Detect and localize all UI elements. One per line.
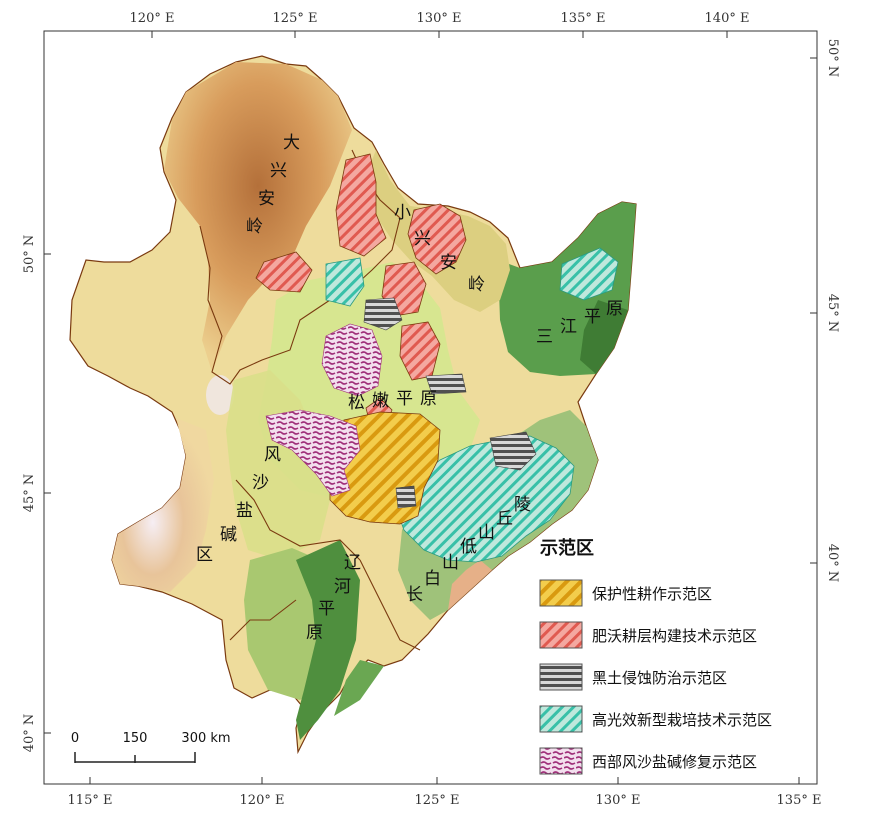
svg-text:盐: 盐 — [236, 501, 253, 521]
lon-label: 120° E — [240, 793, 285, 808]
feng-sha-yan-jian-qu-label: 风 沙 盐 碱 区 — [196, 445, 281, 565]
scale-label: 0 — [71, 731, 79, 746]
svg-text:低: 低 — [460, 537, 477, 557]
song-nen-ping-yuan-label: 松 嫩 平 原 — [348, 389, 437, 413]
legend-title: 示范区 — [540, 537, 594, 559]
lat-label: 45° N — [825, 294, 840, 333]
lat-label: 45° N — [22, 474, 37, 513]
svg-text:兴: 兴 — [270, 161, 287, 181]
legend: 示范区 保护性耕作示范区 肥沃耕层构建技术示范区 黑土侵蚀防治示范区 高光效新型… — [539, 537, 772, 775]
svg-text:原: 原 — [606, 299, 623, 319]
svg-text:原: 原 — [306, 623, 323, 643]
svg-text:碱: 碱 — [220, 525, 237, 545]
svg-text:安: 安 — [440, 253, 457, 273]
black-soil-erosion-zones — [363, 297, 537, 509]
scale-bar: 0 150 300 km — [71, 731, 231, 763]
da-xing-an-ling-label: 大 兴 安 岭 — [246, 133, 300, 237]
lon-label: 140° E — [705, 11, 750, 26]
svg-text:山: 山 — [478, 523, 495, 543]
svg-text:三: 三 — [536, 327, 553, 347]
legend-label: 西部风沙盐碱修复示范区 — [592, 753, 757, 771]
left-latitude-labels: 50° N 45° N 40° N — [22, 235, 37, 753]
svg-text:安: 安 — [258, 189, 275, 209]
lon-label: 130° E — [417, 11, 462, 26]
top-longitude-labels: 120° E 125° E 130° E 135° E 140° E — [130, 11, 750, 26]
svg-text:兴: 兴 — [414, 229, 431, 249]
svg-text:原: 原 — [420, 389, 437, 409]
legend-item-fertile: 肥沃耕层构建技术示范区 — [539, 621, 757, 649]
svg-text:松: 松 — [348, 393, 365, 413]
lon-label: 125° E — [273, 11, 318, 26]
svg-text:江: 江 — [560, 317, 577, 337]
svg-text:陵: 陵 — [514, 495, 531, 515]
svg-text:岭: 岭 — [246, 217, 263, 237]
svg-text:风: 风 — [264, 445, 281, 465]
scale-label: 150 — [123, 731, 148, 746]
legend-label: 黑土侵蚀防治示范区 — [592, 669, 727, 687]
svg-text:小: 小 — [394, 203, 411, 223]
lon-label: 135° E — [561, 11, 606, 26]
fertile-topsoil-zones — [255, 153, 467, 425]
legend-item-western: 西部风沙盐碱修复示范区 — [539, 747, 757, 775]
high-light-efficiency-zones — [325, 247, 619, 563]
right-latitude-labels: 50° N 45° N 40° N — [825, 39, 840, 583]
liao-he-ping-yuan-label: 辽 河 平 原 — [306, 553, 361, 643]
svg-text:辽: 辽 — [344, 553, 361, 573]
legend-item-highlight: 高光效新型栽培技术示范区 — [539, 705, 772, 733]
frame-ticks — [44, 31, 817, 784]
svg-text:平: 平 — [396, 389, 413, 409]
region-labels: 大 兴 安 岭 小 兴 安 岭 三 江 平 原 松 嫩 平 原 风 沙 盐 碱 — [196, 133, 623, 643]
lon-label: 125° E — [415, 793, 460, 808]
lat-label: 40° N — [22, 714, 37, 753]
svg-text:嫩: 嫩 — [372, 391, 389, 411]
san-jiang-ping-yuan-label: 三 江 平 原 — [536, 299, 623, 347]
svg-text:平: 平 — [584, 307, 601, 327]
svg-text:河: 河 — [334, 577, 351, 597]
svg-text:岭: 岭 — [468, 275, 485, 295]
legend-label: 保护性耕作示范区 — [592, 585, 712, 603]
lat-label: 50° N — [22, 235, 37, 274]
svg-text:大: 大 — [283, 133, 300, 153]
chang-bai-shan-label: 长 白 山 低 山 丘 陵 — [406, 495, 531, 605]
svg-text:丘: 丘 — [496, 509, 513, 529]
legend-label: 肥沃耕层构建技术示范区 — [592, 627, 757, 645]
scale-label: 300 km — [181, 731, 230, 746]
legend-item-erosion: 黑土侵蚀防治示范区 — [539, 663, 727, 691]
bottom-longitude-labels: 115° E 120° E 125° E 130° E 135° E — [68, 793, 822, 808]
lon-label: 120° E — [130, 11, 175, 26]
svg-text:平: 平 — [318, 599, 335, 619]
svg-text:沙: 沙 — [252, 473, 269, 493]
xiao-xing-an-ling-label: 小 兴 安 岭 — [394, 203, 485, 295]
lat-label: 50° N — [825, 39, 840, 78]
western-restoration-zones — [265, 323, 383, 497]
legend-label: 高光效新型栽培技术示范区 — [592, 711, 772, 729]
lon-label: 130° E — [596, 793, 641, 808]
svg-text:白: 白 — [424, 569, 441, 589]
lon-label: 135° E — [777, 793, 822, 808]
svg-text:区: 区 — [196, 545, 213, 565]
lon-label: 115° E — [68, 793, 113, 808]
svg-text:长: 长 — [406, 585, 423, 605]
legend-item-conservation: 保护性耕作示范区 — [539, 579, 712, 607]
lat-label: 40° N — [825, 544, 840, 583]
svg-text:山: 山 — [442, 553, 459, 573]
